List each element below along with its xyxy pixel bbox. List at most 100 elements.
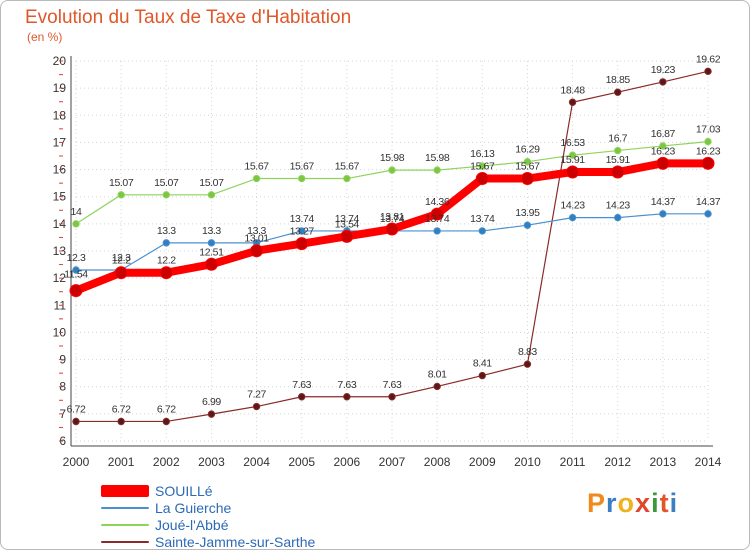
data-label: 16.87 (651, 128, 676, 140)
data-point (388, 393, 396, 401)
x-tick-label: 2001 (108, 455, 135, 469)
data-label: 7.63 (337, 379, 356, 391)
data-label: 14.23 (606, 200, 631, 212)
data-point (295, 237, 309, 251)
data-label: 14.23 (560, 200, 585, 212)
data-label: 13.27 (290, 226, 315, 238)
data-label: 13.74 (290, 213, 315, 225)
x-tick-label: 2007 (379, 455, 406, 469)
data-label: 15.07 (109, 177, 134, 189)
data-label: 12.3 (67, 252, 86, 264)
data-point (523, 360, 532, 368)
data-label: 14 (71, 206, 82, 218)
data-label: 13.74 (335, 213, 360, 225)
data-label: 15.07 (199, 177, 224, 189)
data-label: 13.81 (380, 211, 405, 223)
data-label: 19.62 (696, 53, 721, 65)
data-label: 16.7 (608, 133, 627, 145)
x-tick-label: 2002 (153, 455, 180, 469)
data-point (701, 156, 715, 170)
data-point (433, 382, 441, 391)
legend-item: La Guierche (101, 500, 361, 517)
data-label: 7.27 (247, 389, 266, 401)
data-point (659, 210, 667, 218)
data-point (252, 402, 261, 411)
x-tick-label: 2004 (243, 455, 270, 469)
data-label: 15.07 (154, 177, 179, 189)
x-tick-label: 2005 (288, 455, 315, 469)
data-point (656, 156, 670, 170)
data-point (566, 165, 580, 179)
data-label: 12.2 (112, 255, 131, 267)
data-point (114, 266, 128, 280)
data-label: 13.01 (244, 233, 269, 245)
data-point (159, 266, 173, 280)
data-label: 16.29 (515, 144, 540, 156)
chart-title: Evolution du Taux de Taxe d'Habitation (25, 7, 352, 28)
data-label: 13.74 (425, 213, 450, 225)
data-label: 15.98 (425, 152, 450, 164)
data-label: 13.3 (202, 225, 221, 237)
data-point (614, 146, 622, 155)
legend-label: Joué-l'Abbé (155, 517, 229, 533)
data-label: 15.98 (380, 152, 405, 164)
x-tick-label: 2013 (650, 455, 677, 469)
legend-item: Sainte-Jamme-sur-Sarthe (101, 534, 361, 549)
data-label: 8.41 (473, 358, 492, 370)
data-point (523, 221, 532, 229)
data-label: 14.37 (651, 196, 676, 208)
data-point (568, 213, 577, 222)
data-label: 15.67 (470, 161, 495, 173)
data-point (478, 371, 486, 380)
x-tick-label: 2000 (63, 455, 90, 469)
data-point (520, 172, 534, 186)
x-tick-label: 2008 (424, 455, 451, 469)
legend-swatch (101, 524, 149, 526)
legend-item: SOUILLé (101, 483, 361, 500)
data-label: 12.3 (112, 252, 131, 264)
x-tick-label: 2012 (604, 455, 631, 469)
data-point (162, 417, 170, 426)
data-label: 13.95 (515, 207, 540, 219)
data-label: 13.3 (157, 225, 176, 237)
data-point (704, 67, 712, 76)
legend-swatch (101, 485, 149, 497)
data-point (252, 174, 261, 183)
data-point (704, 210, 712, 218)
data-point (207, 239, 216, 247)
data-point (162, 239, 170, 247)
chart-subtitle: (en %) (27, 30, 63, 44)
data-label: 8.01 (428, 368, 447, 380)
data-point (704, 137, 712, 146)
data-point (250, 244, 264, 258)
proxiti-logo: Proxiti (587, 488, 679, 518)
data-point (340, 229, 354, 243)
data-label: 13.54 (335, 218, 360, 230)
data-point (72, 220, 80, 228)
data-label: 16.13 (470, 148, 495, 160)
chart-legend: SOUILLé La Guierche Joué-l'Abbé Sainte-Jamm… (101, 483, 361, 549)
series-line (75, 70, 709, 423)
x-tick-label: 2003 (198, 455, 225, 469)
data-point (385, 222, 399, 236)
data-label: 15.67 (290, 161, 315, 173)
data-label: 12.51 (199, 246, 224, 258)
data-point (568, 151, 577, 159)
legend-label: SOUILLé (155, 483, 213, 499)
data-point (207, 410, 216, 418)
data-point (614, 88, 622, 96)
data-point (614, 213, 622, 222)
data-point (204, 257, 218, 271)
data-label: 6.99 (202, 396, 221, 408)
data-point (298, 174, 306, 183)
data-label: 14.36 (425, 196, 450, 208)
data-point (117, 191, 125, 199)
data-label: 8.83 (518, 346, 537, 358)
data-point (568, 98, 577, 106)
data-point (659, 142, 667, 150)
data-point (611, 165, 625, 179)
data-label: 19.23 (651, 64, 676, 76)
data-label: 13.74 (470, 213, 495, 225)
data-label: 6.72 (112, 403, 131, 415)
